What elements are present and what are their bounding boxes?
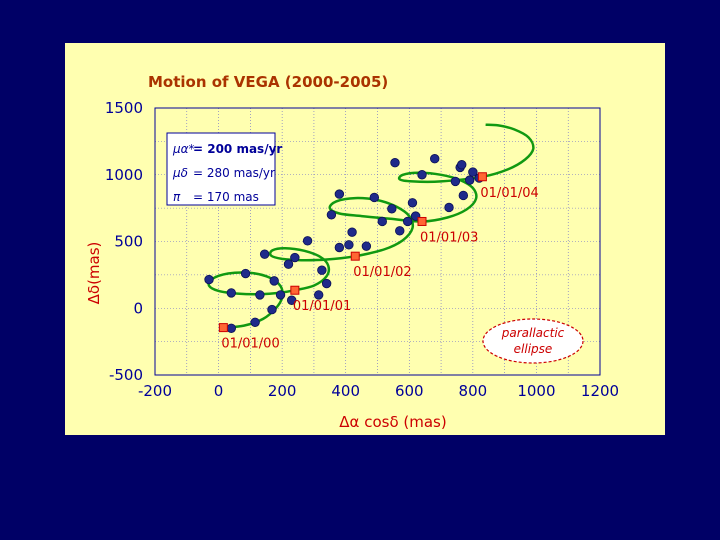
epoch-label: 01/01/02 xyxy=(353,265,411,280)
y-tick-label: 1000 xyxy=(105,166,143,184)
data-point xyxy=(302,236,313,246)
epoch-marker xyxy=(350,251,360,261)
data-point xyxy=(361,241,372,251)
data-point xyxy=(240,268,251,279)
motion-track xyxy=(207,123,535,329)
data-point xyxy=(255,290,265,300)
data-point xyxy=(250,317,260,327)
data-point xyxy=(334,242,345,253)
data-point xyxy=(387,204,397,214)
data-point xyxy=(468,167,478,177)
y-tick-label: 0 xyxy=(133,299,143,317)
data-point xyxy=(347,227,357,237)
chart-title: Motion of VEGA (2000-2005) xyxy=(148,73,388,91)
x-tick-label: 400 xyxy=(331,382,360,400)
x-tick-labels: -200 0 200 400 600 800 1000 1200 xyxy=(138,382,619,400)
epoch-markers: 01/01/00 01/01/01 01/01/02 01/01/03 01/01/04 xyxy=(218,172,539,352)
legend-symbol-2: μδ xyxy=(172,166,188,180)
data-point xyxy=(457,160,467,170)
data-point xyxy=(395,226,405,236)
data-point xyxy=(377,216,387,227)
data-point xyxy=(259,249,270,259)
data-point xyxy=(290,252,300,263)
data-point xyxy=(390,158,400,168)
legend-text-2: = 280 mas/yr xyxy=(193,166,275,180)
data-point xyxy=(464,175,475,185)
x-tick-label: 600 xyxy=(395,382,424,400)
x-tick-label: 1000 xyxy=(517,382,555,400)
plot-border xyxy=(154,107,601,376)
x-tick-label: -200 xyxy=(138,382,172,400)
legend-symbol-3: π xyxy=(173,190,181,204)
x-tick-label: 0 xyxy=(214,382,224,400)
observation-points xyxy=(204,154,484,333)
data-point xyxy=(226,323,236,333)
chart-panel: Motion of VEGA (2000-2005) -200 0 200 400 60… xyxy=(65,43,665,435)
chart-svg: Motion of VEGA (2000-2005) -200 0 200 400 60… xyxy=(85,73,619,431)
epoch-marker xyxy=(477,172,487,182)
parallactic-ellipse-callout: parallactic ellipse xyxy=(482,318,584,364)
data-point xyxy=(402,216,413,227)
epoch-label: 01/01/03 xyxy=(420,230,478,245)
epoch-label: 01/01/04 xyxy=(480,186,538,201)
callout-line-2: ellipse xyxy=(514,342,553,356)
data-point xyxy=(334,189,345,199)
data-point xyxy=(286,295,297,305)
data-point xyxy=(283,259,294,269)
data-point xyxy=(458,190,469,201)
epoch-label: 01/01/00 xyxy=(221,337,279,352)
data-point xyxy=(344,240,354,250)
x-tick-label: 1200 xyxy=(581,382,619,400)
legend-symbol-1: μα* xyxy=(172,142,195,156)
x-tick-label: 200 xyxy=(268,382,297,400)
data-point xyxy=(313,290,324,300)
epoch-marker xyxy=(218,323,228,333)
data-point xyxy=(430,154,440,164)
epoch-marker xyxy=(290,285,300,295)
epoch-label: 01/01/01 xyxy=(293,299,351,314)
y-axis-label: Δδ(mas) xyxy=(85,242,103,305)
y-tick-labels: -500 0 500 1000 1500 xyxy=(105,99,143,384)
data-point xyxy=(450,176,461,187)
legend-text-1: = 200 mas/yr xyxy=(193,142,282,156)
data-point xyxy=(269,276,279,286)
x-tick-label: 800 xyxy=(459,382,488,400)
legend-text-3: = 170 mas xyxy=(193,190,259,204)
epoch-marker xyxy=(417,216,427,226)
legend-box: μα* = 200 mas/yr μδ = 280 mas/yr π = 170… xyxy=(166,132,282,206)
data-point xyxy=(204,274,214,285)
data-point xyxy=(369,192,380,203)
data-point xyxy=(417,170,427,180)
x-axis-label: Δα cosδ (mas) xyxy=(339,413,446,431)
data-point xyxy=(326,210,337,220)
y-tick-label: 500 xyxy=(114,233,143,251)
data-point xyxy=(317,265,327,275)
callout-line-1: parallactic xyxy=(501,326,565,340)
data-point xyxy=(267,304,277,315)
y-tick-label: -500 xyxy=(109,366,143,384)
data-point xyxy=(321,278,332,289)
y-tick-label: 1500 xyxy=(105,99,143,117)
data-point xyxy=(226,288,236,298)
data-point xyxy=(275,290,286,300)
data-point xyxy=(444,202,454,213)
data-point xyxy=(407,198,418,208)
